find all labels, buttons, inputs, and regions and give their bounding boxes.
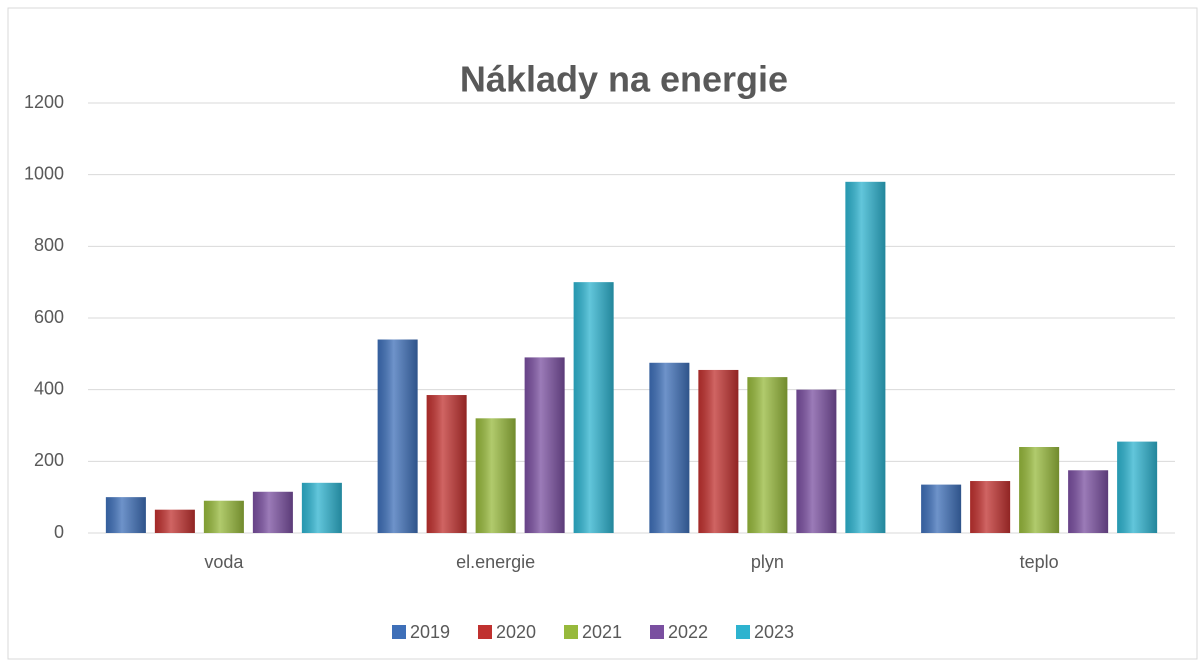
bar <box>573 282 614 533</box>
x-tick-label: el.energie <box>456 552 535 572</box>
legend-swatch <box>736 625 750 639</box>
legend-label: 2023 <box>754 622 794 642</box>
y-tick-label: 200 <box>34 450 64 470</box>
bar <box>203 500 244 533</box>
legend-label: 2021 <box>582 622 622 642</box>
legend-label: 2020 <box>496 622 536 642</box>
bar <box>921 484 962 533</box>
bar <box>426 395 467 533</box>
bar <box>970 481 1011 533</box>
bar <box>475 418 516 533</box>
bar <box>845 181 886 534</box>
bar <box>1117 441 1158 533</box>
legend-swatch <box>478 625 492 639</box>
bar <box>105 497 146 533</box>
y-tick-label: 800 <box>34 235 64 255</box>
bar <box>1019 447 1060 533</box>
bar <box>747 377 788 533</box>
bar <box>524 357 565 533</box>
bar <box>796 389 837 533</box>
bar <box>252 491 293 533</box>
legend-swatch <box>564 625 578 639</box>
legend-label: 2019 <box>410 622 450 642</box>
y-tick-label: 1000 <box>24 163 64 183</box>
x-tick-label: teplo <box>1020 552 1059 572</box>
x-tick-label: plyn <box>751 552 784 572</box>
y-tick-label: 400 <box>34 378 64 398</box>
y-tick-label: 1200 <box>24 92 64 112</box>
legend-label: 2022 <box>668 622 708 642</box>
bar <box>154 509 195 533</box>
y-tick-label: 600 <box>34 307 64 327</box>
x-tick-label: voda <box>204 552 244 572</box>
bar <box>377 339 418 533</box>
bar <box>649 362 690 533</box>
bar <box>698 369 739 533</box>
y-tick-label: 0 <box>54 522 64 542</box>
chart-title: Náklady na energie <box>460 59 788 100</box>
chart-frame <box>7 7 1198 660</box>
bar <box>301 482 342 533</box>
bar <box>1068 470 1109 533</box>
legend-swatch <box>650 625 664 639</box>
legend-swatch <box>392 625 406 639</box>
